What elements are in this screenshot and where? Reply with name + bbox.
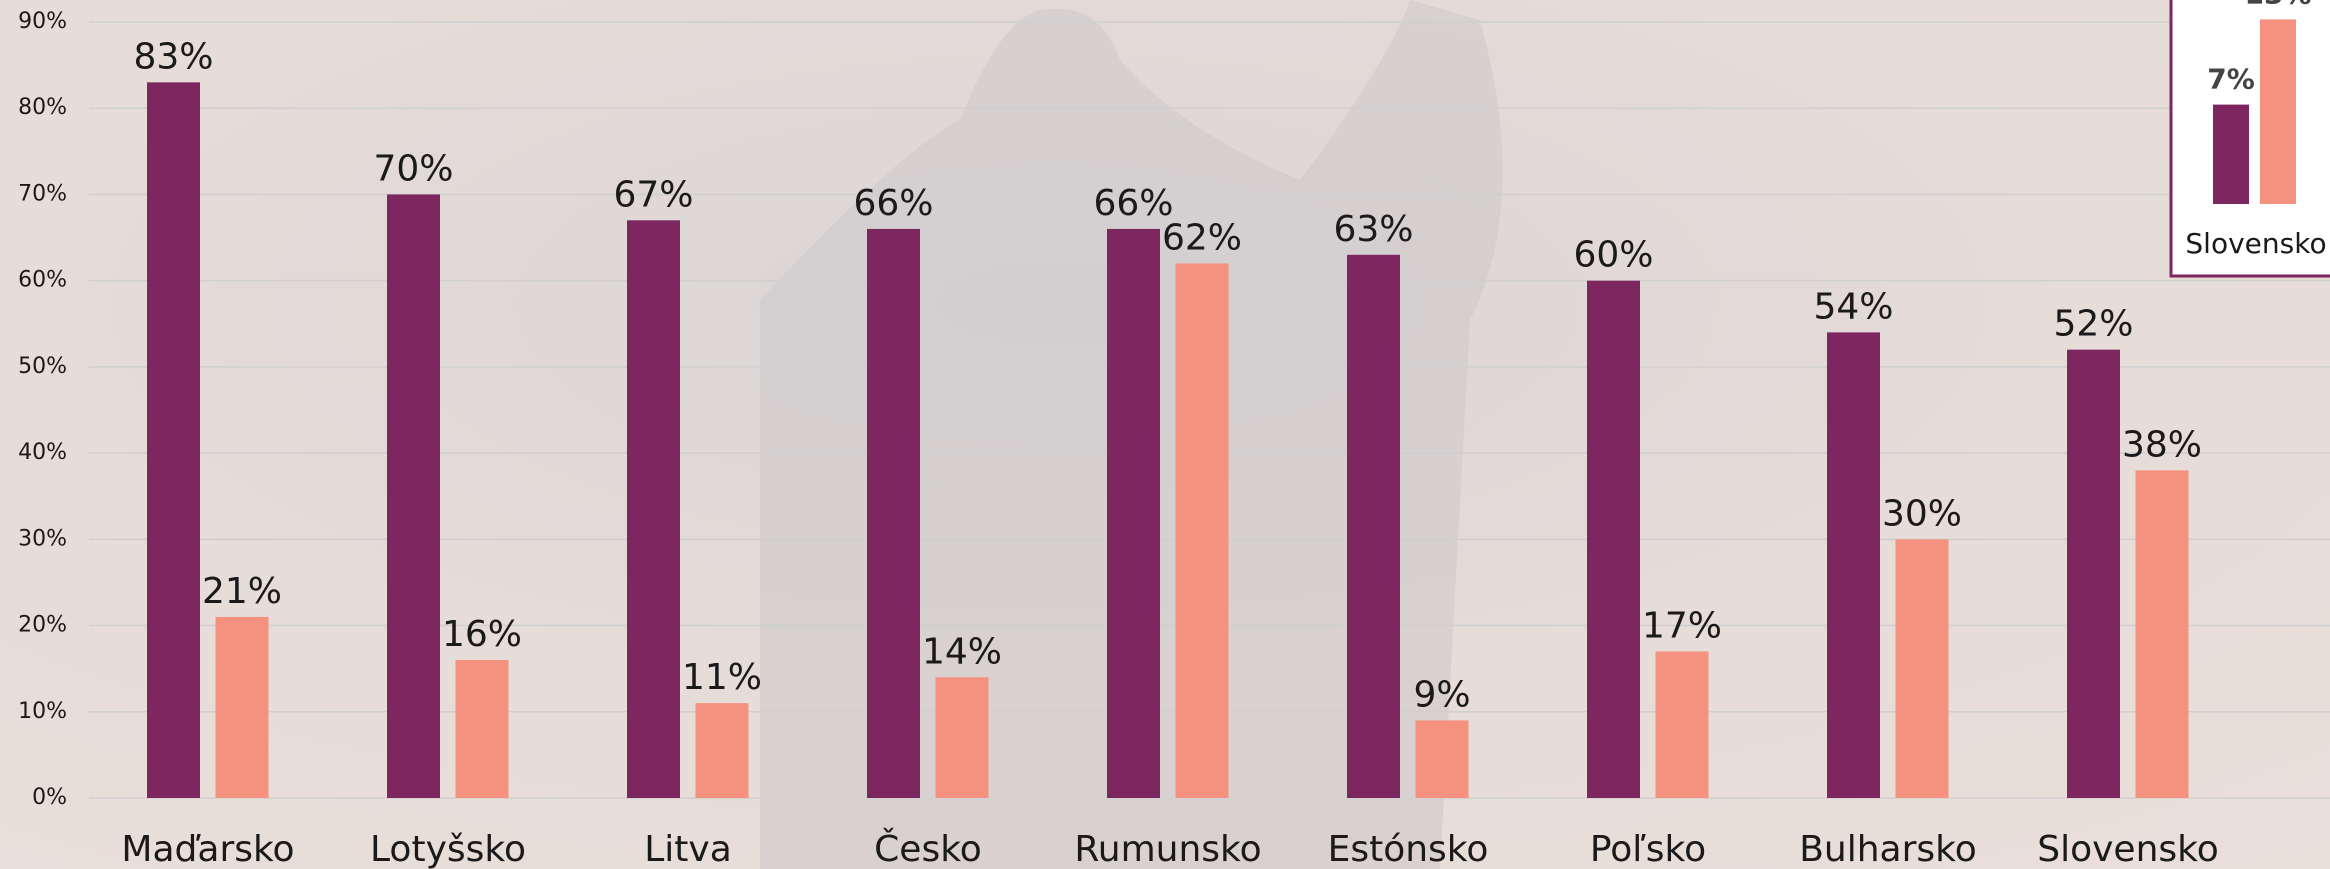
bar [1587, 281, 1640, 798]
inset-panel: Slovensko 7% 13% [2171, 0, 2330, 276]
x-tick-label: Maďarsko [121, 829, 294, 869]
data-label: 52% [2053, 304, 2133, 345]
x-tick-label: Lotyšsko [370, 829, 526, 869]
bar [147, 82, 200, 798]
bar [696, 703, 749, 798]
y-tick-label: 40% [18, 440, 67, 465]
bar [2260, 19, 2296, 204]
x-tick-label: Slovensko [2185, 227, 2326, 260]
data-label: 16% [442, 614, 522, 655]
data-label: 70% [373, 148, 453, 189]
bar [2136, 470, 2189, 798]
bar [1107, 229, 1160, 798]
data-label: 7% [2207, 63, 2255, 96]
bar [1896, 539, 1949, 798]
data-label: 13% [2244, 0, 2311, 10]
bar [1176, 263, 1229, 798]
y-tick-label: 70% [18, 181, 67, 206]
data-label: 63% [1333, 209, 1413, 250]
x-tick-label: Poľsko [1590, 829, 1706, 869]
data-label: 38% [2122, 424, 2202, 465]
bar [2067, 350, 2120, 798]
data-label: 54% [1813, 286, 1893, 327]
data-label: 14% [922, 631, 1002, 672]
bar [216, 617, 269, 798]
data-label: 60% [1573, 235, 1653, 276]
x-tick-label: Bulharsko [1799, 829, 1977, 869]
x-tick-label: Česko [874, 828, 982, 869]
y-tick-label: 0% [32, 785, 67, 810]
data-label: 21% [202, 571, 282, 612]
bar [1416, 720, 1469, 798]
x-tick-label: Slovensko [2037, 829, 2219, 869]
bar [936, 677, 989, 798]
bar [1656, 651, 1709, 798]
x-tick-label: Estónsko [1328, 829, 1489, 869]
y-tick-label: 90% [18, 9, 67, 34]
y-tick-label: 10% [18, 699, 67, 724]
x-tick-label: Rumunsko [1074, 829, 1261, 869]
chart: 0% 10% 20% 30% 40% 50% 60% 70% 80% 90% Maďarsko 83%… [0, 0, 2330, 869]
x-tick-label: Litva [644, 829, 732, 869]
y-tick-label: 80% [18, 95, 67, 120]
y-tick-label: 50% [18, 354, 67, 379]
y-tick-label: 30% [18, 526, 67, 551]
bar [1347, 255, 1400, 798]
bar [2213, 105, 2249, 204]
y-tick-label: 20% [18, 613, 67, 638]
data-label: 17% [1642, 605, 1722, 646]
data-label: 9% [1413, 674, 1470, 715]
bar [387, 194, 440, 798]
data-label: 83% [133, 36, 213, 77]
data-label: 30% [1882, 493, 1962, 534]
bar [456, 660, 509, 798]
data-label: 67% [613, 174, 693, 215]
page: 0% 10% 20% 30% 40% 50% 60% 70% 80% 90% Maďarsko 83%… [0, 0, 2330, 869]
data-label: 62% [1162, 217, 1242, 258]
bar [1827, 332, 1880, 798]
data-label: 11% [682, 657, 762, 698]
y-tick-label: 60% [18, 268, 67, 293]
data-label: 66% [853, 183, 933, 224]
bar [867, 229, 920, 798]
bar [627, 220, 680, 798]
